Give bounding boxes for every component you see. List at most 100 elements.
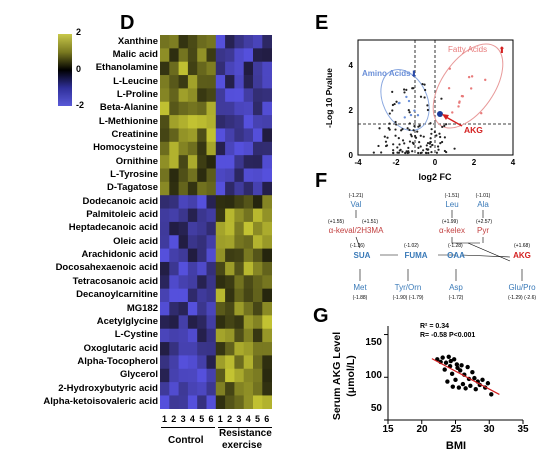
heatmap-column-label: 6 [208,414,214,424]
heatmap-cell [225,235,235,249]
bmi-data-point [473,387,478,392]
heatmap-cell [234,35,245,49]
heatmap-cell [187,181,198,196]
heatmap-cell [234,235,245,249]
heatmap-cell [187,235,198,249]
volcano-point [409,133,412,136]
volcano-point [414,136,418,139]
volcano-point [426,141,430,145]
heatmap-row-label: 2-Hydroxybutyric acid [58,382,158,394]
heatmap-cell [160,382,170,396]
heatmap-cell [178,115,189,129]
fatty-acid-point [469,87,473,90]
heatmap-cell [215,368,226,383]
bmi-data-point [451,357,457,362]
heatmap-cell [169,248,179,263]
heatmap-cell [178,195,189,209]
volcano-point [423,83,426,86]
heatmap-cell [253,275,263,290]
akg-label: AKG [464,125,483,135]
heatmap-column-label: 4 [189,414,195,424]
bmi-data-point [470,369,475,375]
heatmap-cell [243,395,254,409]
heatmap-cell [169,61,179,76]
volcano-point [418,141,421,144]
volcano-point [441,125,444,129]
fatty-acid-point [447,86,451,90]
volcano-point [392,151,395,154]
heatmap-cell [243,101,254,116]
volcano-point [429,145,432,148]
volcano-point [399,148,402,151]
heatmap-cell [206,208,217,223]
volcano-point [406,127,409,130]
fatty-acid-point [480,112,483,115]
volcano-point [419,95,423,98]
heatmap-cell [178,261,189,276]
heatmap-cell [197,368,207,383]
heatmap-cell [262,368,272,383]
heatmap-cell [178,75,189,89]
volcano-point [403,142,406,145]
volcano-point [445,123,448,126]
heatmap-cell [187,88,198,103]
heatmap-cell [160,141,170,156]
heatmap-cell [253,208,263,223]
heatmap-cell [234,168,245,183]
leu-node: Leu [445,200,458,209]
volcano-point [419,134,422,137]
heatmap-cell [206,328,217,343]
volcano-plot: -4 -2 0 2 4 0 2 4 log2 FC -Log 10 Pvalue… [324,39,516,182]
volcano-point [422,135,425,138]
volcano-point [437,148,440,151]
heatmap-cell [197,75,207,89]
volcano-point [439,142,442,145]
heatmap-cell [215,35,226,49]
heatmap-cell [243,61,254,76]
resistance-bracket [218,427,272,428]
volcano-point [407,108,410,112]
volcano-point [408,140,412,143]
volcano-point [429,137,432,140]
heatmap-cell [187,101,198,116]
volcano-point [395,123,398,126]
heatmap-cell [262,275,272,290]
volcano-point [394,120,397,124]
heatmap-cell [253,248,263,263]
heatmap-cell [178,248,189,263]
bmi-r-p: R= -0.58 P<0.001 [420,332,475,339]
heatmap-cell [225,288,235,303]
heatmap-cell [215,128,226,143]
heatmap-cell [206,141,217,156]
heatmap-cell [253,395,263,409]
volcano-point [392,143,395,146]
heatmap-row-label: Glycerol [119,369,158,381]
volcano-point [411,150,414,153]
volcano-point [435,134,438,137]
heatmap-cell [169,355,179,370]
heatmap-cell [160,328,170,343]
heatmap-cell [215,195,226,209]
heatmap-cell [206,48,217,63]
tyrorn-node: Tyr/Orn [395,283,422,292]
heatmap-cell [197,355,207,370]
volcano-point [426,104,429,107]
heatmap-cell [206,61,217,76]
heatmap-cell [234,275,245,290]
volcano-x-tick-3: 0 [433,158,438,167]
heatmap-cell [225,35,235,49]
heatmap-cell [243,181,254,196]
volcano-point [411,87,414,90]
heatmap-cell [197,315,207,330]
akg-arrow [445,116,463,127]
heatmap-cell [253,128,263,143]
heatmap-row-label: Tetracosanoic acid [72,275,158,287]
volcano-point [394,134,397,137]
heatmap-cell [225,248,235,263]
heatmap-cell [197,261,207,276]
bmi-data-point [442,367,447,372]
heatmap-row-label: Xanthine [117,35,158,47]
heatmap-cell [169,155,179,169]
bmi-data-point [480,377,485,383]
heatmap-cell [243,195,254,209]
